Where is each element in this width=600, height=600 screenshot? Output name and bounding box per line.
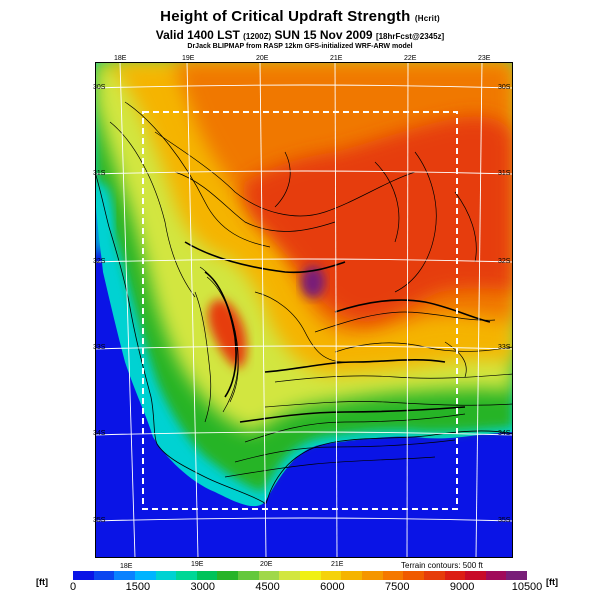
colorbar-swatch-13: [341, 571, 362, 580]
terrain-note: Terrain contours: 500 ft: [401, 561, 483, 570]
west-coast-strip: [95, 182, 113, 257]
lon-label-top-2: 19E: [182, 55, 195, 62]
valid-time-main: Valid 1400 LST: [155, 28, 240, 42]
colorbar-tick-6: 9000: [449, 581, 475, 593]
lon-label-bottom-4: 21E: [331, 561, 344, 568]
lon-label-bottom-2: 19E: [191, 561, 204, 568]
land-field: [95, 62, 513, 507]
lat-label-right-5: 34S: [498, 430, 511, 437]
valid-time: Valid 1400 LST (1200Z) SUN 15 Nov 2009 […: [0, 28, 600, 42]
title-unit: (Hcrit): [414, 14, 440, 23]
colorbar-swatch-3: [134, 571, 156, 580]
valid-time-utc: (1200Z): [243, 32, 272, 41]
colorbar-swatch-4: [155, 571, 177, 580]
colorbar-swatch-8: [238, 571, 259, 580]
lat-label-right-6: 35S: [498, 517, 511, 524]
lon-label-bottom-1: 18E: [120, 563, 133, 570]
lat-label-left-2: 31S: [93, 170, 106, 177]
colorbar-tick-5: 7500: [385, 581, 410, 593]
colorbar-swatch-19: [465, 571, 486, 580]
map-plot: [95, 62, 513, 558]
purple-max: [301, 266, 325, 298]
colorbar-tick-1: 1500: [125, 581, 151, 593]
colorbar-swatch-0: [73, 571, 94, 580]
coastline: [95, 171, 513, 504]
inner-domain-box: [142, 111, 458, 510]
lat-label-right-1: 30S: [498, 84, 511, 91]
red-tongue: [208, 299, 247, 368]
colorbar-swatch-18: [444, 571, 466, 580]
lon-label-top-4: 21E: [330, 55, 343, 62]
lon-label-bottom-3: 20E: [260, 561, 273, 568]
lat-label-right-3: 32S: [498, 258, 511, 265]
colorbar-swatch-14: [361, 571, 383, 580]
colorbar: [73, 571, 528, 580]
colorbar-swatch-21: [506, 571, 528, 580]
lat-label-left-3: 32S: [93, 258, 106, 265]
lat-label-right-4: 33S: [498, 344, 511, 351]
title-text: Height of Critical Updraft Strength: [160, 8, 411, 25]
colorbar-tick-0: 0: [69, 581, 77, 593]
colorbar-swatch-20: [485, 571, 507, 580]
colorbar-swatch-9: [258, 571, 280, 580]
units-label-right: [ft]: [546, 577, 558, 587]
colorbar-swatch-11: [300, 571, 321, 580]
chart-title: Height of Critical Updraft Strength (Hcr…: [0, 8, 600, 25]
lon-label-top-3: 20E: [256, 55, 269, 62]
forecast-info: [18hrFcst@2345z]: [375, 32, 445, 41]
colorbar-swatch-6: [196, 571, 218, 580]
lat-label-right-2: 31S: [498, 170, 511, 177]
units-label-left: [ft]: [36, 577, 48, 587]
lon-label-top-1: 18E: [114, 55, 127, 62]
colorbar-swatch-7: [217, 571, 239, 580]
colorbar-tick-2: 3000: [190, 581, 215, 593]
credit-line: DrJack BLIPMAP from RASP 12km GFS-initia…: [187, 43, 413, 50]
colorbar-tick-3: 4500: [255, 581, 280, 593]
lat-label-left-4: 33S: [93, 344, 106, 351]
lat-label-left-5: 34S: [93, 430, 106, 437]
map-frame: [95, 62, 513, 558]
colorbar-swatch-15: [382, 571, 404, 580]
colorbar-swatch-5: [176, 571, 197, 580]
lat-label-left-1: 30S: [93, 84, 106, 91]
colorbar-swatch-10: [279, 571, 301, 580]
colorbar-swatch-17: [423, 571, 445, 580]
lat-label-left-6: 35S: [93, 517, 106, 524]
colorbar-swatch-16: [403, 571, 424, 580]
colorbar-swatch-1: [93, 571, 115, 580]
lon-label-top-6: 23E: [478, 55, 491, 62]
colorbar-tick-7: 10500: [511, 581, 543, 593]
colorbar-swatch-12: [320, 571, 342, 580]
colorbar-swatch-2: [114, 571, 135, 580]
lon-label-top-5: 22E: [404, 55, 417, 62]
graticule: [95, 62, 513, 558]
colorbar-tick-4: 6000: [320, 581, 345, 593]
valid-date: SUN 15 Nov 2009: [274, 28, 373, 42]
terrain-contours-bold: [184, 241, 491, 423]
